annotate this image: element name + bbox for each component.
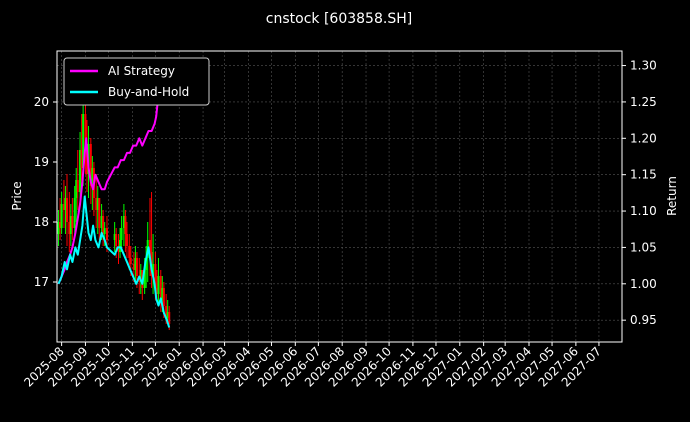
y-axis-right: 0.95 1.00 1.05 1.10 1.15 1.20 1.25 1.30 <box>622 59 657 327</box>
series-lines <box>57 65 171 328</box>
candle-body <box>154 264 157 288</box>
candle-body <box>100 216 103 228</box>
candle-body <box>103 228 106 234</box>
candle-body <box>64 198 67 210</box>
candle-body <box>65 198 68 222</box>
candle-body <box>166 312 169 318</box>
candle-body <box>128 246 131 258</box>
chart-title: cnstock [603858.SH] <box>266 11 412 27</box>
candle-body <box>85 150 88 174</box>
candle-body <box>98 198 101 228</box>
candle-body <box>59 222 62 228</box>
candle-body <box>96 198 99 210</box>
y2-tick-label: 1.00 <box>630 277 657 291</box>
candle-body <box>134 258 137 270</box>
y-axis-label: Price <box>10 181 24 210</box>
y2-axis-label: Return <box>665 176 679 216</box>
y2-tick-label: 0.95 <box>630 313 657 327</box>
candle-body <box>57 222 60 234</box>
candle-body <box>69 216 72 234</box>
candle-body <box>95 198 98 210</box>
candle-body <box>122 216 125 228</box>
candle-body <box>113 234 116 240</box>
candle-body <box>84 114 87 150</box>
candle-body <box>60 204 63 228</box>
candle-body <box>119 240 122 252</box>
y2-tick-label: 1.15 <box>630 168 657 182</box>
candle-body <box>71 216 74 228</box>
candle-body <box>145 258 148 270</box>
candle-body <box>62 204 65 210</box>
candle-body <box>76 180 79 192</box>
series-line-buy-and-hold <box>57 195 171 328</box>
candle-body <box>124 216 127 234</box>
candle-body <box>152 264 155 276</box>
y2-tick-label: 1.20 <box>630 131 657 145</box>
candle-body <box>139 270 142 282</box>
y-tick-label: 18 <box>34 215 49 229</box>
candle-body <box>132 264 135 270</box>
legend-box <box>63 57 210 106</box>
candle-body <box>157 276 160 294</box>
legend-label-ai-strategy: AI Strategy <box>108 64 175 78</box>
candle-body <box>168 312 171 324</box>
y-tick-label: 20 <box>34 95 49 109</box>
candle-body <box>115 234 118 246</box>
y2-tick-label: 1.25 <box>630 95 657 109</box>
candle-body <box>135 258 138 276</box>
series-line-ai-strategy <box>57 65 164 285</box>
y-tick-label: 19 <box>34 155 49 169</box>
candle-body <box>162 288 165 306</box>
candle-body <box>102 216 105 234</box>
candle-body <box>143 270 146 288</box>
candle-body <box>79 150 82 192</box>
candle-body <box>165 306 168 318</box>
candle-body <box>73 198 76 228</box>
candle-body <box>91 168 94 186</box>
legend-label-buy-and-hold: Buy-and-Hold <box>108 85 189 99</box>
candle-body <box>155 288 158 294</box>
candle-body <box>129 258 132 264</box>
plot-frame <box>56 50 623 343</box>
candle-body <box>68 222 71 234</box>
y-tick-label: 17 <box>34 275 49 289</box>
candle-body <box>149 240 152 252</box>
candle-body <box>82 114 85 168</box>
legend: AI Strategy Buy-and-Hold <box>63 57 210 106</box>
y2-tick-label: 1.30 <box>630 59 657 73</box>
candle-body <box>125 234 128 246</box>
candle-body <box>89 144 92 186</box>
candle-body <box>120 228 123 240</box>
y2-tick-label: 1.10 <box>630 204 657 218</box>
candle-body <box>75 180 78 198</box>
candle-body <box>80 150 83 168</box>
candle-body <box>105 228 108 240</box>
candle-body <box>161 288 164 300</box>
candle-body <box>117 246 120 252</box>
y-axis-left: 17 18 19 20 <box>34 95 57 289</box>
y2-tick-label: 1.05 <box>630 240 657 254</box>
candle-body <box>159 276 162 300</box>
